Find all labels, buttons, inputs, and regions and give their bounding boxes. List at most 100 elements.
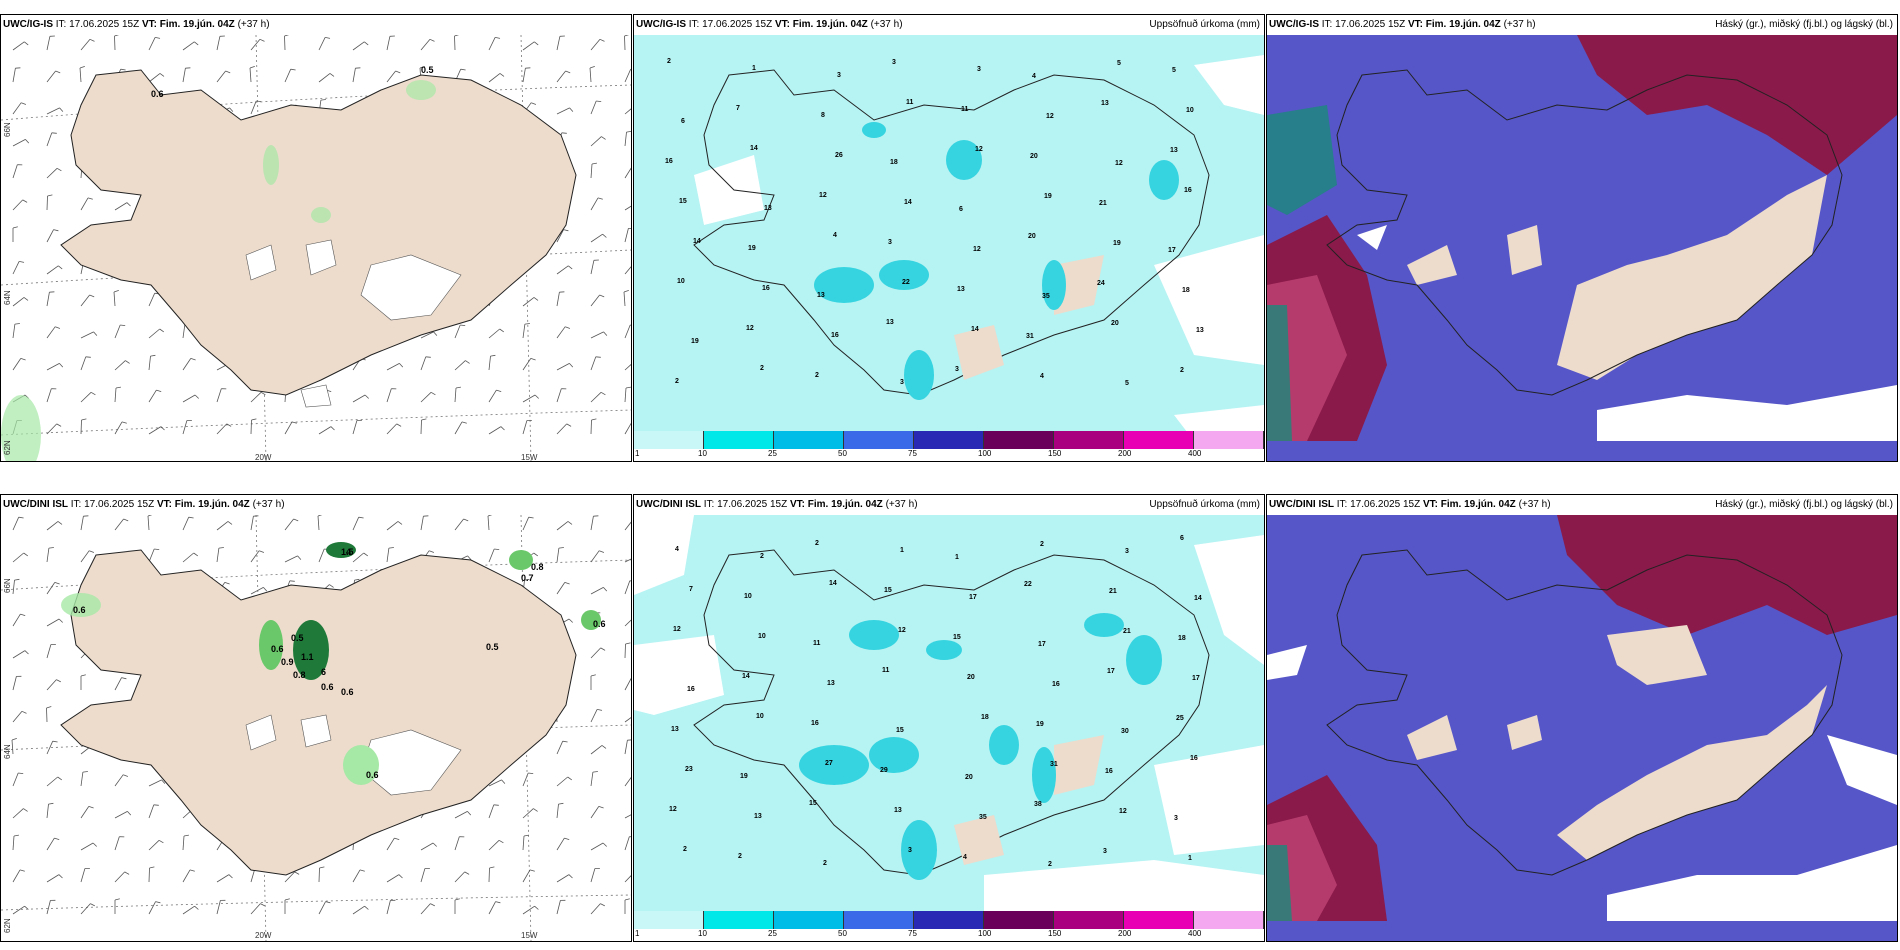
precip-value-label: 14 [750,145,758,152]
wind-barb [250,516,254,531]
wind-barb [386,874,400,883]
precip-value-label: 16 [1052,681,1060,688]
precip-value-label: 14 [742,673,750,680]
wind-barb-feather [433,331,438,336]
wind-barb-feather [159,73,165,77]
lat-label-62: 62N [3,918,12,933]
precip-value-label: 4 [1032,73,1036,80]
precip-value-label: 18 [1178,635,1186,642]
wind-barb-feather [600,647,606,651]
wind-barb-feather [80,674,86,677]
lead-time: (+37 h) [885,499,918,510]
wind-barb-feather [325,901,331,904]
wind-barb-feather [89,294,95,298]
wind-barb [624,422,631,435]
wind-barb-feather [54,837,60,840]
wind-barb [487,515,490,531]
colorbar-label: 25 [768,449,777,458]
wind-barb-feather [531,102,537,105]
wind-barb [522,905,535,915]
wind-barb [352,41,365,51]
wind-barb [12,552,24,563]
wind-barb [522,68,526,83]
wind-barb-feather [533,297,539,301]
wind-barb [148,804,155,819]
model-name: UWC/DINI ISL [636,499,701,510]
precip-value-label: 12 [898,627,906,634]
wind-barb-feather [125,360,130,364]
wind-barb [114,324,121,339]
wind-barb [488,356,491,371]
wind-barb-feather [454,35,460,37]
precip-value-label: 1 [900,547,904,554]
wind-barb-feather [590,674,596,677]
wind-barb [148,356,151,371]
precip-value-label: 0.6 [321,682,334,692]
cloud-map [1267,515,1897,941]
wind-barb [46,618,60,627]
wind-barb-feather [115,386,121,389]
wind-barb-feather [19,869,25,872]
colorbar-swatch [634,431,704,449]
wind-barb [522,324,526,339]
precip-value-label: 13 [671,726,679,733]
wind-barb-feather [121,421,127,424]
wind-barb-feather [150,354,156,357]
lat-label-66: 66N [3,122,12,137]
precip-value-label: 2 [1180,367,1184,374]
wind-barb [80,842,94,851]
wind-barb [522,835,525,851]
wind-barb-feather [454,898,460,901]
wind-barb [624,132,627,147]
precip-value-label: 8 [821,112,825,119]
wind-barb [556,804,559,819]
wind-barb-feather [228,874,233,879]
wind-barb-feather [395,70,401,74]
wind-barb [522,869,531,883]
wind-barb-feather [87,197,93,200]
precip-value-label: 13 [827,680,835,687]
wind-barb-feather [90,903,95,907]
precip-value-label: 13 [1101,100,1109,107]
wind-barb [46,107,60,115]
colorbar-label: 100 [978,449,992,458]
wind-barb-feather [158,839,164,844]
precip-value-label: 14 [693,238,701,245]
wind-barb-feather [490,354,496,357]
precip-value-label: 11 [961,106,969,113]
lon-label-15: 15W [521,453,538,462]
wind-barb-feather [14,578,20,581]
wind-barb [12,613,21,627]
wind-barb-feather [120,68,126,71]
wind-barb-feather [432,842,437,847]
wind-barb [318,867,320,883]
wind-barb-feather [47,194,53,197]
precip-value-label: 10 [1186,107,1194,114]
wind-barb [386,837,395,851]
colorbar-swatch [774,431,844,449]
precip-value-label: 1 [752,65,756,72]
wind-barb-feather [524,323,530,325]
wind-barb-feather [153,804,159,806]
lon-label-15: 15W [521,931,538,940]
wind-barb [250,550,260,563]
wind-barb [522,772,529,787]
field-title: Uppsöfnuð úrkoma (mm) [1149,19,1260,30]
precip-value-label: 0.5 [486,642,499,652]
wind-barb [216,900,221,915]
it-value: 17.06.2025 15Z [84,499,155,510]
colorbar-swatch [1054,911,1124,929]
wind-barb [590,772,594,787]
wind-barb [80,294,90,307]
clear-land [1407,175,1827,380]
wind-barb [148,901,156,915]
wind-barb-feather [592,771,598,773]
precip-value-label: 18 [1182,287,1190,294]
wind-barb [250,587,264,595]
wind-barb [12,772,19,787]
wind-barb [454,324,461,339]
wind-barb-feather [624,898,630,901]
wind-barb [114,387,117,403]
wind-barb [182,358,192,371]
precip-value-label: 22 [902,279,910,286]
